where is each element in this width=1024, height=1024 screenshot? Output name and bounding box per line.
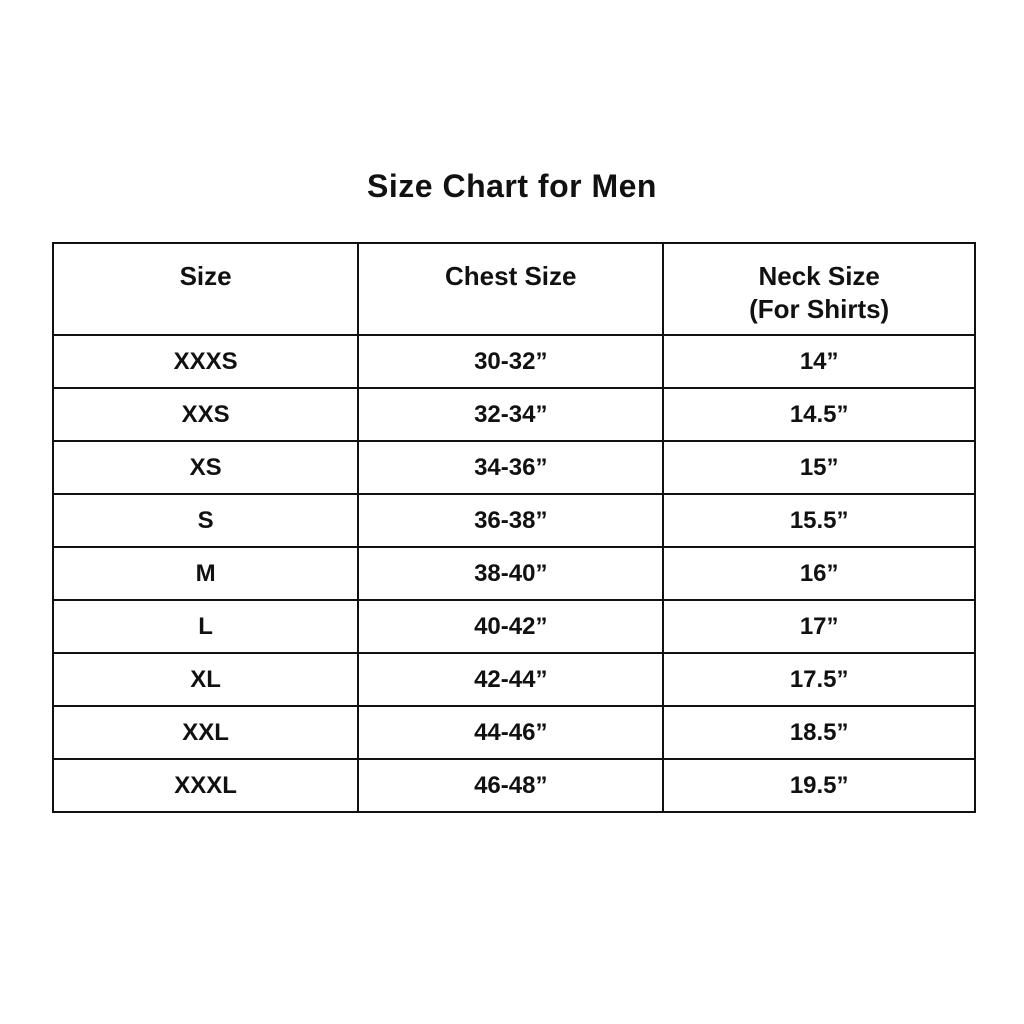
table-cell: 19.5” — [662, 758, 976, 813]
table-cell: 15” — [662, 440, 976, 495]
table-row: XS 34-36” 15” — [51, 440, 976, 495]
table-row: XXXS 30-32” 14” — [51, 334, 976, 389]
table-cell: M — [51, 546, 360, 601]
table-row: L 40-42” 17” — [51, 599, 976, 654]
table-header-row: Size Chest Size Neck Size (For Shirts) — [51, 242, 976, 336]
table-cell: 17.5” — [662, 652, 976, 707]
table-row: XXXL 46-48” 19.5” — [51, 758, 976, 813]
table-body: XXXS 30-32” 14” XXS 32-34” 14.5” XS 34-36” 15” S 3… — [51, 334, 976, 813]
column-header-sublabel: (For Shirts) — [749, 294, 890, 324]
table-cell: XXXS — [51, 334, 360, 389]
column-header-label: Neck Size — [758, 261, 880, 291]
column-header: Neck Size (For Shirts) — [662, 242, 976, 336]
table-cell: 32-34” — [357, 387, 665, 442]
table-cell: 30-32” — [357, 334, 665, 389]
table-cell: 14.5” — [662, 387, 976, 442]
table-cell: XXL — [51, 705, 360, 760]
table-cell: 38-40” — [357, 546, 665, 601]
table-cell: 44-46” — [357, 705, 665, 760]
table-row: XL 42-44” 17.5” — [51, 652, 976, 707]
table-row: S 36-38” 15.5” — [51, 493, 976, 548]
table-cell: 42-44” — [357, 652, 665, 707]
table-cell: 16” — [662, 546, 976, 601]
table-cell: 46-48” — [357, 758, 665, 813]
table-cell: XS — [51, 440, 360, 495]
table-cell: 15.5” — [662, 493, 976, 548]
table-row: M 38-40” 16” — [51, 546, 976, 601]
table-cell: L — [51, 599, 360, 654]
table-cell: XL — [51, 652, 360, 707]
column-header-label: Size — [179, 261, 232, 291]
table-cell: 14” — [662, 334, 976, 389]
table-cell: 36-38” — [357, 493, 665, 548]
table-row: XXL 44-46” 18.5” — [51, 705, 976, 760]
column-header: Size — [51, 242, 360, 336]
table-cell: S — [51, 493, 360, 548]
column-header-label: Chest Size — [445, 261, 577, 291]
size-chart-table: Size Chest Size Neck Size (For Shirts) XXXS… — [51, 242, 976, 813]
table-cell: 34-36” — [357, 440, 665, 495]
table-cell: 17” — [662, 599, 976, 654]
table-row: XXS 32-34” 14.5” — [51, 387, 976, 442]
table-cell: XXS — [51, 387, 360, 442]
page-title: Size Chart for Men — [367, 168, 657, 204]
column-header: Chest Size — [357, 242, 665, 336]
table-cell: 18.5” — [662, 705, 976, 760]
table-cell: XXXL — [51, 758, 360, 813]
table-cell: 40-42” — [357, 599, 665, 654]
